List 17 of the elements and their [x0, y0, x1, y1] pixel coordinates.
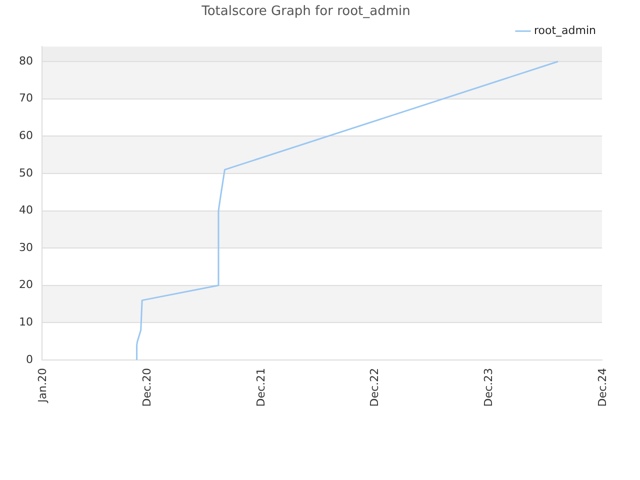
y-tick-label: 60: [18, 129, 33, 142]
y-tick-label: 30: [18, 240, 33, 254]
x-tick-label: Jan.20: [36, 368, 49, 404]
y-tick-label: 10: [18, 316, 33, 329]
y-tick-label: 70: [18, 92, 33, 105]
y-tick-label: 20: [18, 278, 33, 292]
x-tick-label: Dec.23: [482, 368, 495, 407]
x-tick-label: Dec.21: [254, 368, 268, 407]
y-tick-label: 40: [18, 204, 33, 217]
x-tick-label: Dec.24: [596, 368, 609, 407]
y-tick-label: 50: [18, 166, 33, 180]
legend-label: root_admin: [534, 24, 596, 37]
y-tick-label: 0: [26, 352, 33, 366]
x-tick-label: Dec.22: [368, 368, 382, 407]
y-tick-label: 80: [18, 54, 33, 68]
chart-title: Totalscore Graph for root_admin: [200, 4, 410, 20]
x-tick-label: Dec.20: [140, 368, 154, 407]
